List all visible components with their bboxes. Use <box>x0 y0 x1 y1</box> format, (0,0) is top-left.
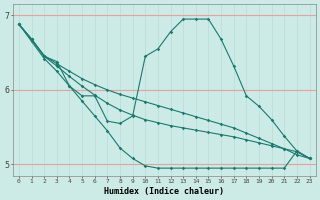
X-axis label: Humidex (Indice chaleur): Humidex (Indice chaleur) <box>104 187 224 196</box>
